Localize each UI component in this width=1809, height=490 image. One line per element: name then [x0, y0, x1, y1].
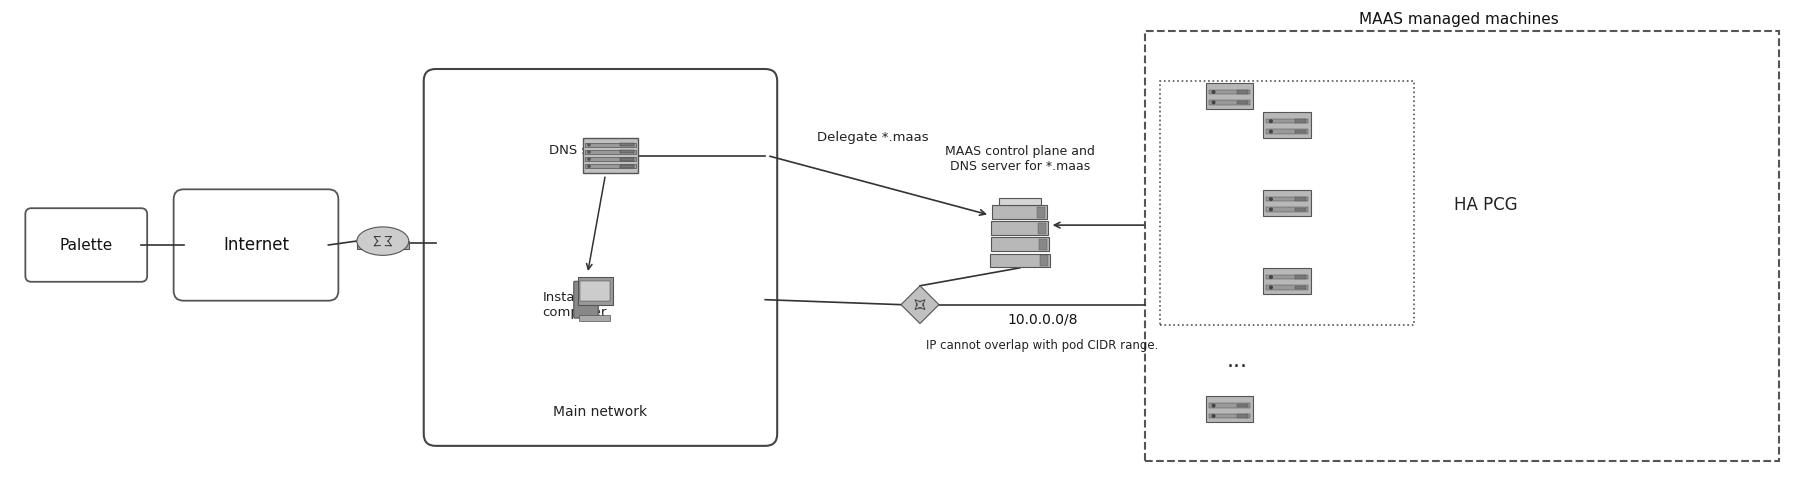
FancyBboxPatch shape	[1037, 207, 1046, 218]
FancyBboxPatch shape	[1205, 396, 1254, 422]
Text: ...: ...	[1227, 351, 1248, 371]
FancyBboxPatch shape	[1263, 268, 1312, 294]
Text: Delegate *.maas: Delegate *.maas	[816, 130, 928, 144]
Text: Installer
computer: Installer computer	[543, 291, 608, 318]
Circle shape	[588, 151, 590, 153]
FancyBboxPatch shape	[1266, 275, 1308, 279]
Text: HA PCG: HA PCG	[1454, 196, 1518, 214]
FancyBboxPatch shape	[1237, 100, 1248, 104]
FancyBboxPatch shape	[1038, 239, 1047, 250]
FancyBboxPatch shape	[1237, 414, 1248, 417]
FancyBboxPatch shape	[573, 281, 599, 318]
Circle shape	[588, 144, 590, 146]
FancyBboxPatch shape	[356, 241, 409, 249]
FancyBboxPatch shape	[579, 315, 610, 320]
Text: DNS server: DNS server	[548, 144, 624, 157]
FancyBboxPatch shape	[577, 277, 613, 305]
FancyBboxPatch shape	[1295, 286, 1306, 289]
FancyBboxPatch shape	[620, 165, 633, 168]
Text: Internet: Internet	[223, 236, 289, 254]
Circle shape	[1270, 276, 1272, 278]
FancyBboxPatch shape	[1263, 112, 1312, 138]
FancyBboxPatch shape	[1266, 285, 1308, 290]
FancyBboxPatch shape	[1295, 208, 1306, 211]
FancyBboxPatch shape	[1205, 83, 1254, 109]
FancyBboxPatch shape	[620, 150, 633, 153]
Ellipse shape	[356, 227, 409, 255]
Text: MAAS managed machines: MAAS managed machines	[1359, 12, 1559, 27]
FancyBboxPatch shape	[1266, 129, 1308, 134]
FancyBboxPatch shape	[1237, 404, 1248, 407]
FancyBboxPatch shape	[620, 144, 633, 146]
FancyBboxPatch shape	[1208, 403, 1250, 408]
Circle shape	[1270, 208, 1272, 211]
Circle shape	[588, 165, 590, 167]
FancyBboxPatch shape	[1038, 223, 1046, 234]
Text: IP cannot overlap with pod CIDR range.: IP cannot overlap with pod CIDR range.	[926, 340, 1158, 352]
FancyBboxPatch shape	[990, 254, 1049, 268]
FancyBboxPatch shape	[991, 238, 1049, 251]
FancyBboxPatch shape	[1040, 255, 1047, 267]
FancyBboxPatch shape	[1295, 130, 1306, 133]
FancyBboxPatch shape	[1208, 90, 1250, 94]
FancyBboxPatch shape	[581, 281, 610, 301]
Circle shape	[1270, 198, 1272, 200]
Circle shape	[1270, 286, 1272, 289]
FancyBboxPatch shape	[1295, 275, 1306, 279]
Circle shape	[1270, 120, 1272, 122]
FancyBboxPatch shape	[1266, 119, 1308, 123]
Text: Main network: Main network	[554, 405, 648, 419]
FancyBboxPatch shape	[1263, 190, 1312, 216]
Circle shape	[1270, 130, 1272, 133]
FancyBboxPatch shape	[991, 221, 1047, 235]
FancyBboxPatch shape	[620, 158, 633, 161]
FancyBboxPatch shape	[584, 157, 637, 161]
Polygon shape	[901, 286, 939, 323]
Circle shape	[1212, 404, 1216, 407]
FancyBboxPatch shape	[582, 138, 639, 173]
FancyBboxPatch shape	[1208, 414, 1250, 418]
Text: 10.0.0.0/8: 10.0.0.0/8	[1008, 313, 1078, 327]
FancyBboxPatch shape	[25, 208, 147, 282]
FancyBboxPatch shape	[1295, 197, 1306, 201]
FancyBboxPatch shape	[993, 205, 1047, 219]
Circle shape	[1212, 415, 1216, 417]
Text: Palette: Palette	[60, 238, 112, 252]
FancyBboxPatch shape	[584, 143, 637, 147]
FancyBboxPatch shape	[1295, 120, 1306, 123]
FancyBboxPatch shape	[1266, 197, 1308, 201]
Text: MAAS control plane and
DNS server for *.maas: MAAS control plane and DNS server for *.…	[944, 146, 1094, 173]
FancyBboxPatch shape	[999, 198, 1040, 205]
FancyBboxPatch shape	[1266, 207, 1308, 212]
FancyBboxPatch shape	[1237, 90, 1248, 94]
FancyBboxPatch shape	[584, 150, 637, 154]
Circle shape	[1212, 91, 1216, 94]
Circle shape	[588, 158, 590, 160]
FancyBboxPatch shape	[584, 164, 637, 168]
FancyBboxPatch shape	[1208, 100, 1250, 105]
FancyBboxPatch shape	[174, 189, 338, 301]
Circle shape	[1212, 101, 1216, 104]
FancyBboxPatch shape	[423, 69, 778, 446]
